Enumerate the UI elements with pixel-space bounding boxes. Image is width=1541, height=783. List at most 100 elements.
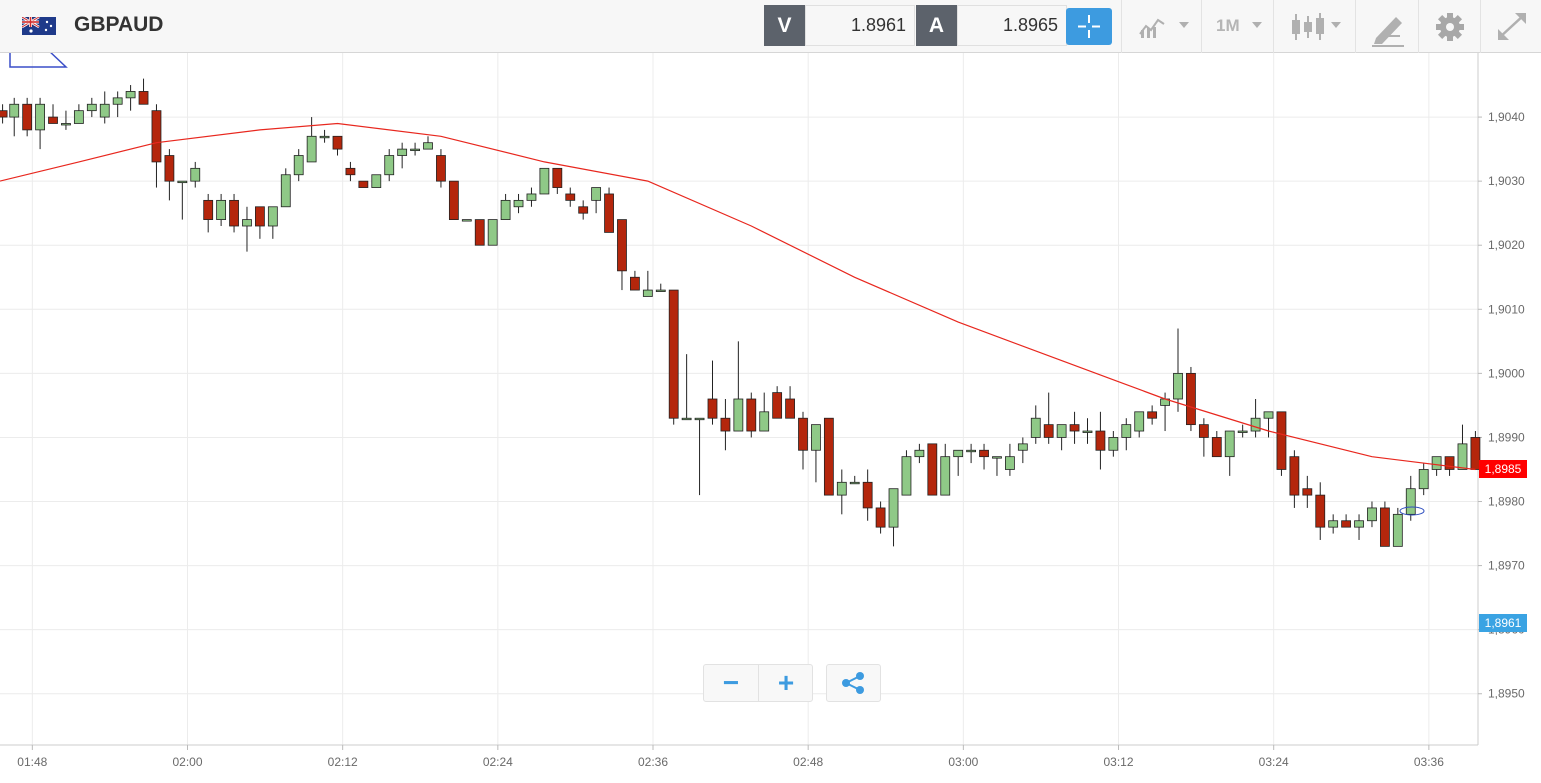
x-tick-label: 03:00	[948, 755, 978, 769]
y-tick-label: 1,8990	[1488, 430, 1525, 444]
y-tick-label: 1,8950	[1488, 687, 1525, 701]
candle-body	[397, 148, 408, 156]
candle	[772, 386, 783, 419]
settings-button[interactable]	[1418, 0, 1481, 53]
candle-body	[927, 443, 938, 496]
candle-body	[1354, 520, 1364, 528]
candle-body	[61, 123, 71, 126]
sell-label[interactable]: V	[764, 5, 805, 46]
candle-body	[668, 289, 679, 419]
buy-price[interactable]: 1.8965	[957, 5, 1067, 46]
candle-body	[358, 180, 369, 188]
last-price-badge: 1,8961	[1479, 614, 1527, 633]
candle-body	[513, 199, 524, 208]
draw-tool-button[interactable]	[1355, 0, 1419, 53]
candle	[1121, 418, 1132, 451]
y-tick-label: 1,9010	[1488, 302, 1525, 316]
buy-label[interactable]: A	[916, 5, 957, 46]
candle	[1418, 463, 1429, 496]
candle	[1211, 431, 1222, 458]
candle	[707, 360, 718, 425]
candle	[849, 475, 860, 485]
candle-body	[1341, 520, 1352, 528]
sell-price[interactable]: 1.8961	[805, 5, 915, 46]
y-tick-label: 1,9020	[1488, 238, 1525, 252]
expand-icon	[1498, 13, 1526, 40]
candle	[1379, 501, 1390, 547]
candle-body	[526, 193, 537, 201]
candle-body	[1082, 430, 1093, 433]
candle	[617, 219, 627, 291]
symbol-title: GBPAUD	[74, 13, 164, 36]
zoom-out-button[interactable]: −	[722, 667, 740, 698]
candle	[862, 469, 873, 521]
candle-style-button[interactable]	[1273, 0, 1356, 53]
candle-body	[578, 206, 589, 214]
candle-body	[345, 167, 356, 176]
candle	[1392, 507, 1403, 547]
candle-body	[306, 135, 317, 163]
candle-body	[229, 199, 239, 227]
x-tick-label: 02:48	[793, 755, 823, 769]
candle	[992, 456, 1002, 476]
candle-body	[992, 456, 1002, 459]
candle-body	[99, 103, 110, 118]
x-tick-label: 02:00	[172, 755, 202, 769]
candle	[1250, 399, 1261, 438]
candle-body	[1030, 417, 1041, 438]
candle	[591, 187, 602, 214]
candle-body	[655, 289, 666, 292]
candle	[61, 110, 71, 130]
candle	[436, 149, 446, 188]
candle	[1405, 475, 1416, 521]
chart-type-button[interactable]	[1121, 0, 1202, 53]
candle	[655, 283, 666, 292]
candle-body	[836, 481, 847, 496]
candle-body	[1147, 411, 1158, 419]
candle-body	[979, 449, 989, 458]
candle	[1056, 424, 1067, 451]
candle	[1017, 437, 1028, 464]
candle	[888, 488, 899, 547]
y-tick-label: 1,9000	[1488, 366, 1525, 380]
candle-body	[73, 110, 84, 124]
candle	[552, 167, 563, 194]
fullscreen-button[interactable]	[1480, 0, 1541, 53]
candle-body	[267, 206, 278, 227]
x-tick-label: 02:36	[638, 755, 668, 769]
candle	[1082, 418, 1093, 444]
pencil-icon	[1372, 17, 1404, 47]
moving-average-line	[0, 122, 1476, 471]
zoom-in-button[interactable]: +	[777, 667, 795, 698]
timeframe-button[interactable]	[1201, 0, 1274, 53]
candle	[630, 270, 640, 291]
x-tick-label: 02:12	[328, 755, 358, 769]
candle-body	[1211, 437, 1222, 458]
candle-body	[138, 91, 149, 105]
candle-body	[461, 219, 472, 222]
candle	[500, 193, 511, 220]
candle	[1108, 431, 1119, 457]
candle	[940, 443, 951, 496]
candle	[1224, 430, 1235, 476]
candle	[1367, 501, 1377, 528]
candle	[1315, 482, 1326, 540]
candle	[927, 443, 938, 496]
grid	[0, 53, 1478, 745]
candle	[371, 174, 382, 188]
candle	[759, 392, 770, 432]
timeframe-label[interactable]: 1M	[1216, 16, 1240, 35]
share-icon	[842, 672, 864, 694]
candle	[513, 193, 524, 214]
candle-body	[798, 417, 808, 451]
candle-body	[384, 155, 395, 176]
candle-body	[1444, 456, 1455, 470]
crosshair-button[interactable]	[1066, 8, 1112, 45]
candle	[345, 161, 356, 182]
crosshair-icon	[1078, 15, 1100, 38]
share-button[interactable]	[826, 664, 881, 702]
candle	[319, 129, 330, 143]
candle	[1263, 411, 1274, 438]
candle	[914, 443, 925, 464]
candle	[1095, 411, 1106, 470]
